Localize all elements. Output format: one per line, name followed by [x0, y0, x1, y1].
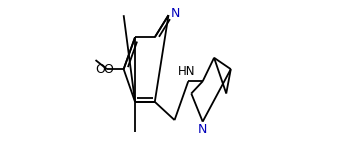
Text: O: O	[96, 63, 105, 76]
Text: O: O	[103, 63, 113, 76]
Text: HN: HN	[178, 65, 195, 78]
Text: N: N	[171, 7, 180, 20]
Text: N: N	[198, 123, 207, 136]
